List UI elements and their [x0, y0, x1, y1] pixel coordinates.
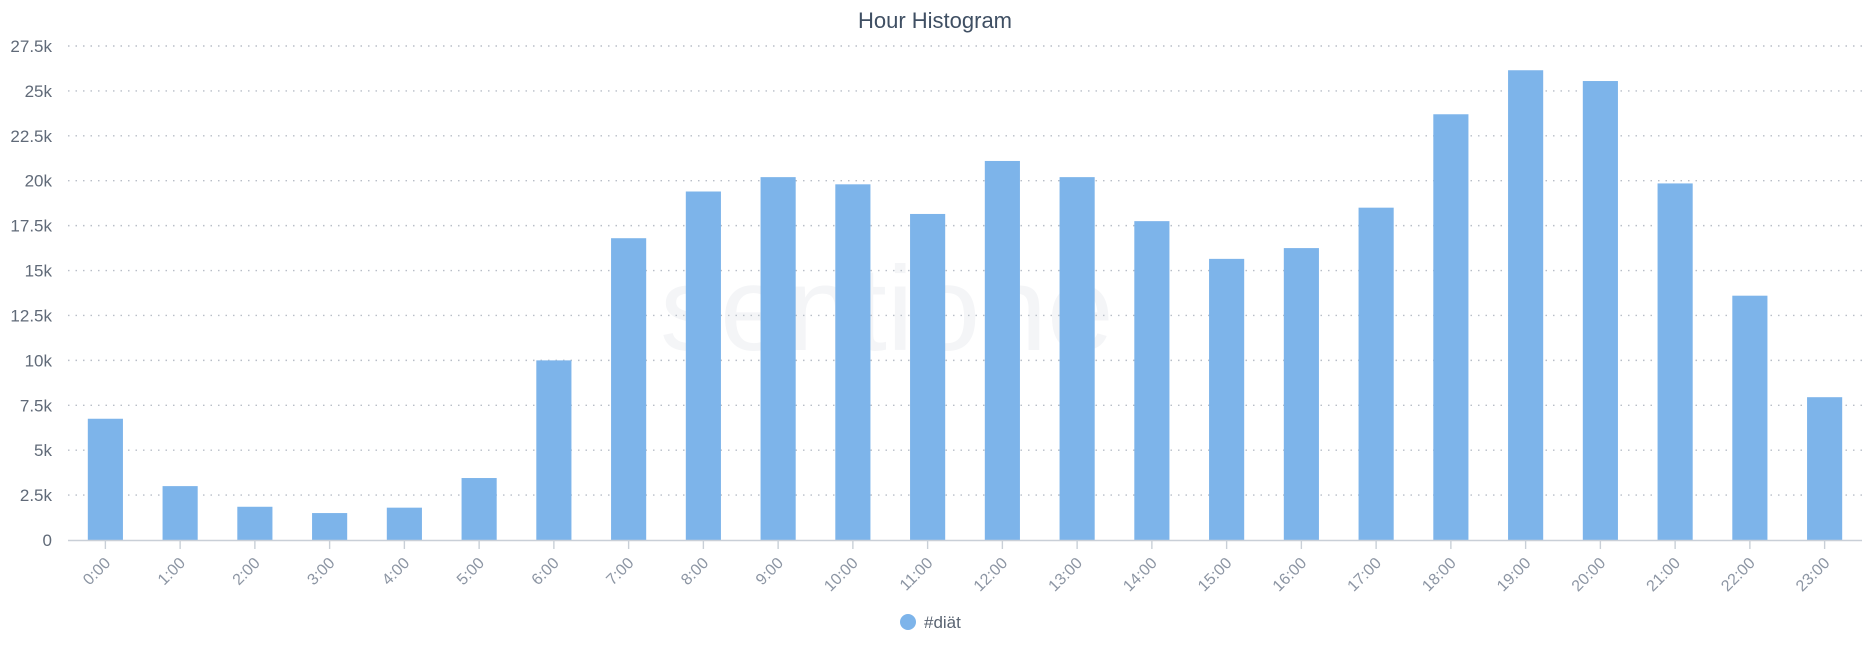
x-tick-label: 13:00 — [1046, 555, 1086, 595]
bar[interactable] — [536, 360, 572, 540]
bar[interactable] — [611, 238, 647, 540]
x-tick-label: 2:00 — [230, 555, 264, 589]
x-tick-label: 23:00 — [1793, 555, 1833, 595]
bar[interactable] — [1508, 70, 1544, 540]
x-tick-label: 20:00 — [1569, 555, 1609, 595]
x-tick-label: 6:00 — [529, 555, 563, 589]
y-tick-label: 5k — [34, 441, 52, 460]
y-tick-label: 25k — [25, 82, 53, 101]
y-tick-label: 20k — [25, 172, 53, 191]
bar[interactable] — [1059, 177, 1095, 540]
x-tick-label: 4:00 — [379, 555, 413, 589]
x-tick-label: 22:00 — [1718, 555, 1758, 595]
bar[interactable] — [87, 418, 123, 540]
bar[interactable] — [685, 191, 721, 541]
legend-swatch[interactable] — [900, 614, 916, 630]
y-tick-label: 0 — [43, 531, 52, 550]
bar[interactable] — [910, 213, 946, 540]
x-tick-label: 1:00 — [155, 555, 189, 589]
y-tick-label: 2.5k — [20, 486, 53, 505]
x-tick-label: 14:00 — [1120, 555, 1160, 595]
x-tick-label: 15:00 — [1195, 555, 1235, 595]
bar[interactable] — [1582, 81, 1618, 541]
x-axis — [68, 539, 1862, 549]
bar[interactable] — [1283, 248, 1319, 540]
x-tick-label: 7:00 — [603, 555, 637, 589]
bar[interactable] — [1209, 258, 1245, 540]
bar[interactable] — [1807, 397, 1843, 540]
bar[interactable] — [1657, 183, 1693, 540]
bar[interactable] — [386, 507, 422, 540]
x-tick-label: 19:00 — [1494, 555, 1534, 595]
bar[interactable] — [1134, 221, 1170, 541]
bar[interactable] — [461, 478, 497, 540]
x-tick-label: 0:00 — [80, 555, 114, 589]
y-tick-label: 15k — [25, 262, 53, 281]
x-tick-label: 12:00 — [971, 555, 1011, 595]
bar[interactable] — [984, 160, 1020, 540]
bar[interactable] — [1358, 207, 1394, 540]
bars — [87, 70, 1843, 541]
y-tick-label: 27.5k — [10, 37, 52, 56]
y-tick-label: 12.5k — [10, 306, 52, 325]
legend-label[interactable]: #diät — [924, 613, 961, 632]
legend[interactable]: #diät — [900, 613, 961, 632]
bar[interactable] — [835, 184, 871, 540]
y-tick-label: 22.5k — [10, 127, 52, 146]
bar[interactable] — [1433, 114, 1469, 541]
x-tick-label: 9:00 — [753, 555, 787, 589]
x-tick-label: 17:00 — [1345, 555, 1385, 595]
x-axis-tick-labels: 0:00 1:00 2:00 3:00 4:00 5:00 6:00 7:00 8:00 9:00… — [80, 555, 1833, 595]
bar[interactable] — [237, 506, 273, 540]
x-tick-label: 16:00 — [1270, 555, 1310, 595]
bar[interactable] — [760, 177, 796, 540]
bar[interactable] — [1732, 295, 1768, 540]
x-tick-label: 3:00 — [304, 555, 338, 589]
chart-title: Hour Histogram — [858, 8, 1012, 33]
x-tick-label: 21:00 — [1644, 555, 1684, 595]
bar[interactable] — [162, 486, 198, 540]
y-tick-label: 7.5k — [20, 396, 53, 415]
bar[interactable] — [312, 513, 348, 540]
x-tick-label: 8:00 — [678, 555, 712, 589]
y-tick-label: 10k — [25, 351, 53, 370]
x-tick-label: 5:00 — [454, 555, 488, 589]
x-tick-label: 18:00 — [1419, 555, 1459, 595]
watermark-logo: sentione — [660, 242, 1114, 376]
y-axis-tick-labels: 0 2.5k 5k 7.5k 10k 12.5k 15k 17.5k 20k 22.5k 25k 27… — [10, 37, 52, 550]
x-tick-label: 11:00 — [897, 555, 937, 595]
x-tick-label: 10:00 — [821, 555, 861, 595]
y-tick-label: 17.5k — [10, 217, 52, 236]
